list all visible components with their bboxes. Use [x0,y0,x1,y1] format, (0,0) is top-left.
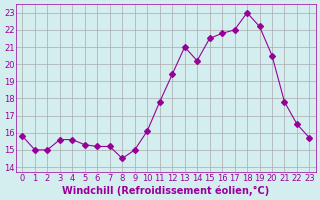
X-axis label: Windchill (Refroidissement éolien,°C): Windchill (Refroidissement éolien,°C) [62,185,269,196]
